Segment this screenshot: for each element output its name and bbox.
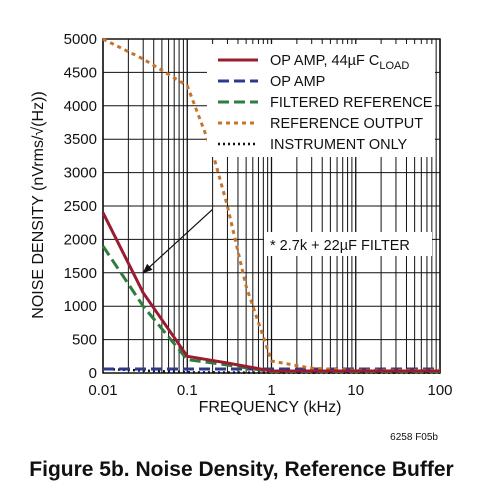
annotation-text: * 2.7k + 22µF FILTER	[270, 238, 410, 254]
series-line-3	[102, 37, 440, 372]
legend-label: INSTRUMENT ONLY	[270, 137, 408, 153]
annotation: * 2.7k + 22µF FILTER	[142, 208, 432, 274]
legend-label: OP AMP, 44µF CLOAD	[270, 53, 409, 72]
y-tick-label: 0	[89, 365, 97, 382]
series-lines	[101, 37, 440, 374]
noise-density-chart: * 2.7k + 22µF FILTER 0 500 1000 1500 2000 250…	[30, 31, 453, 443]
legend-label: OP AMP	[270, 74, 325, 90]
annotation-arrow	[142, 208, 214, 274]
y-axis-label: NOISE DENSITY (nVrms/√(Hz))	[30, 91, 47, 318]
y-tick-label: 500	[72, 332, 97, 349]
y-tick-label: 3500	[64, 131, 97, 148]
legend-label: REFERENCE OUTPUT	[270, 116, 423, 132]
x-tick-label: 10	[347, 382, 364, 399]
y-tick-label: 2500	[64, 198, 97, 215]
grid	[102, 38, 441, 374]
x-axis-label: FREQUENCY (kHz)	[199, 399, 342, 416]
x-tick-label: 1	[267, 382, 275, 399]
y-tick-label: 3000	[64, 165, 97, 182]
figure-code: 6258 F05b	[390, 432, 438, 443]
legend-label-subscript: LOAD	[379, 60, 409, 72]
x-tick-label: 0.01	[88, 382, 117, 399]
x-tick-label: 100	[427, 382, 452, 399]
figure-caption: Figure 5b. Noise Density, Reference Buff…	[29, 458, 454, 481]
y-tick-label: 5000	[64, 31, 97, 48]
legend-label: FILTERED REFERENCE	[270, 95, 433, 111]
y-tick-label: 4500	[64, 64, 97, 81]
annotation-background	[264, 232, 432, 256]
tick-labels: 0 500 1000 1500 2000 2500 3000 3500 4000 4500 5000…	[64, 31, 453, 399]
x-tick-label: 0.1	[177, 382, 198, 399]
y-tick-label: 1500	[64, 265, 97, 282]
series-line-0	[101, 212, 440, 373]
y-tick-label: 2000	[64, 231, 97, 248]
y-tick-label: 1000	[64, 298, 97, 315]
y-tick-label: 4000	[64, 98, 97, 115]
legend: OP AMP, 44µF CLOAD OP AMP FILTERED REFEREN…	[207, 44, 435, 157]
